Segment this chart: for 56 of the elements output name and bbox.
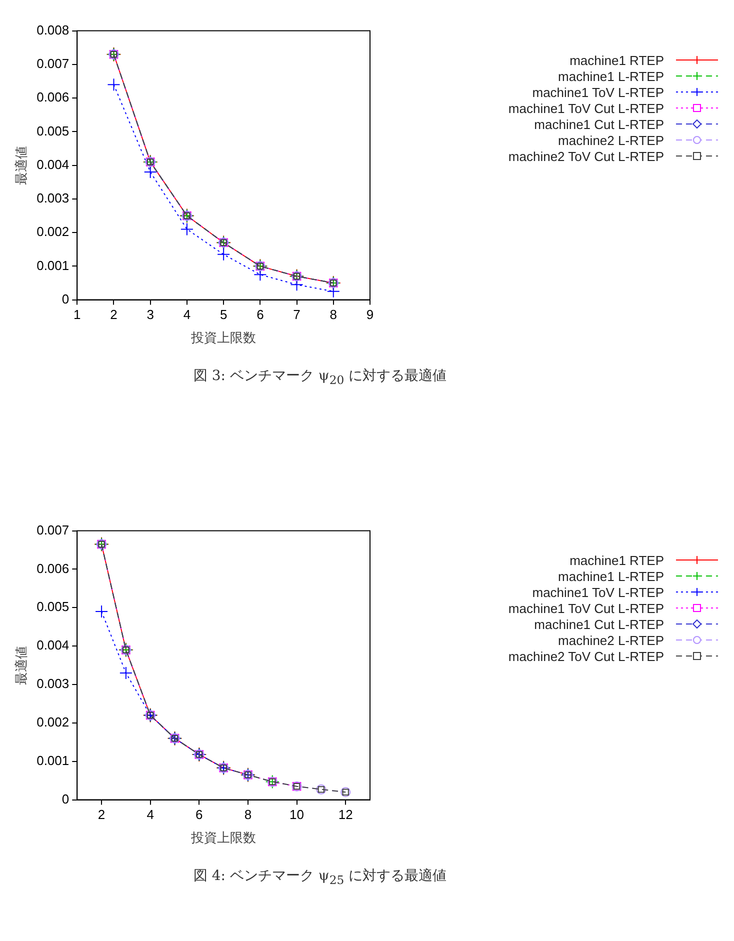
y-tick-label: 0.003 bbox=[36, 190, 70, 206]
legend-label: machine2 ToV Cut L-RTEP bbox=[508, 648, 664, 664]
point bbox=[107, 78, 120, 92]
x-tick-label: 6 bbox=[256, 307, 264, 322]
y-tick-label: 0.003 bbox=[36, 676, 70, 692]
y-tick-label: 0 bbox=[62, 291, 70, 306]
legend-label: machine1 L-RTEP bbox=[558, 568, 664, 584]
x-axis-title: 投資上限数 bbox=[190, 330, 256, 345]
legend-label: machine2 ToV Cut L-RTEP bbox=[508, 148, 664, 164]
y-axis-title: 最適値 bbox=[13, 146, 28, 185]
x-tick-label: 8 bbox=[244, 807, 252, 822]
x-tick-label: 5 bbox=[220, 307, 228, 322]
x-tick-label: 7 bbox=[293, 307, 300, 322]
x-tick-label: 3 bbox=[146, 307, 154, 322]
y-tick-label: 0.004 bbox=[36, 156, 70, 172]
y-tick-label: 0.006 bbox=[36, 90, 70, 105]
y-tick-label: 0.001 bbox=[36, 258, 70, 273]
x-tick-label: 8 bbox=[330, 307, 338, 322]
legend-label: machine1 L-RTEP bbox=[558, 68, 664, 84]
x-tick-label: 9 bbox=[366, 307, 374, 322]
x-tick-label: 4 bbox=[146, 807, 154, 822]
y-tick-label: 0.007 bbox=[36, 56, 70, 72]
y-tick-label: 0.004 bbox=[36, 638, 70, 653]
x-tick-label: 2 bbox=[110, 307, 118, 322]
y-tick-label: 0.005 bbox=[36, 599, 70, 614]
point bbox=[217, 248, 230, 261]
point bbox=[180, 222, 194, 236]
y-tick-label: 0.008 bbox=[36, 22, 70, 38]
legend-label: machine1 RTEP bbox=[570, 52, 664, 68]
x-tick-label: 12 bbox=[338, 807, 353, 822]
legend-label: machine2 L-RTEP bbox=[558, 132, 664, 148]
y-tick-label: 0.001 bbox=[36, 752, 70, 768]
x-tick-label: 4 bbox=[183, 307, 191, 322]
legend-label: machine1 ToV Cut L-RTEP bbox=[508, 100, 664, 116]
caption: 図 3: ベンチマーク ψ$_{20}$ に対する最適値 bbox=[192, 367, 448, 387]
y-tick-label: 0.006 bbox=[36, 560, 70, 576]
x-tick-label: 1 bbox=[74, 307, 81, 322]
y-tick-label: 0.002 bbox=[36, 224, 70, 240]
legend-label: machine1 RTEP bbox=[570, 552, 664, 568]
legend-label: machine1 Cut L-RTEP bbox=[534, 116, 664, 132]
caption: 図 4: ベンチマーク ψ$_{25}$ に対する最適値 bbox=[192, 867, 448, 887]
y-tick-label: 0.002 bbox=[36, 714, 70, 730]
x-tick-label: 6 bbox=[196, 807, 203, 822]
x-tick-label: 10 bbox=[290, 807, 304, 822]
legend-label: machine1 ToV Cut L-RTEP bbox=[508, 600, 664, 616]
y-tick-label: 0.005 bbox=[36, 123, 70, 138]
point bbox=[144, 166, 157, 179]
y-tick-label: 0.007 bbox=[36, 522, 70, 538]
x-axis-title: 投資上限数 bbox=[190, 830, 256, 845]
x-tick-label: 2 bbox=[98, 807, 106, 822]
y-tick-label: 0 bbox=[62, 791, 70, 806]
y-axis-title: 最適値 bbox=[13, 646, 28, 685]
legend-label: machine1 ToV L-RTEP bbox=[532, 584, 664, 600]
legend-label: machine1 ToV L-RTEP bbox=[532, 84, 664, 100]
legend-label: machine1 Cut L-RTEP bbox=[534, 616, 664, 632]
legend-label: machine2 L-RTEP bbox=[558, 632, 664, 648]
